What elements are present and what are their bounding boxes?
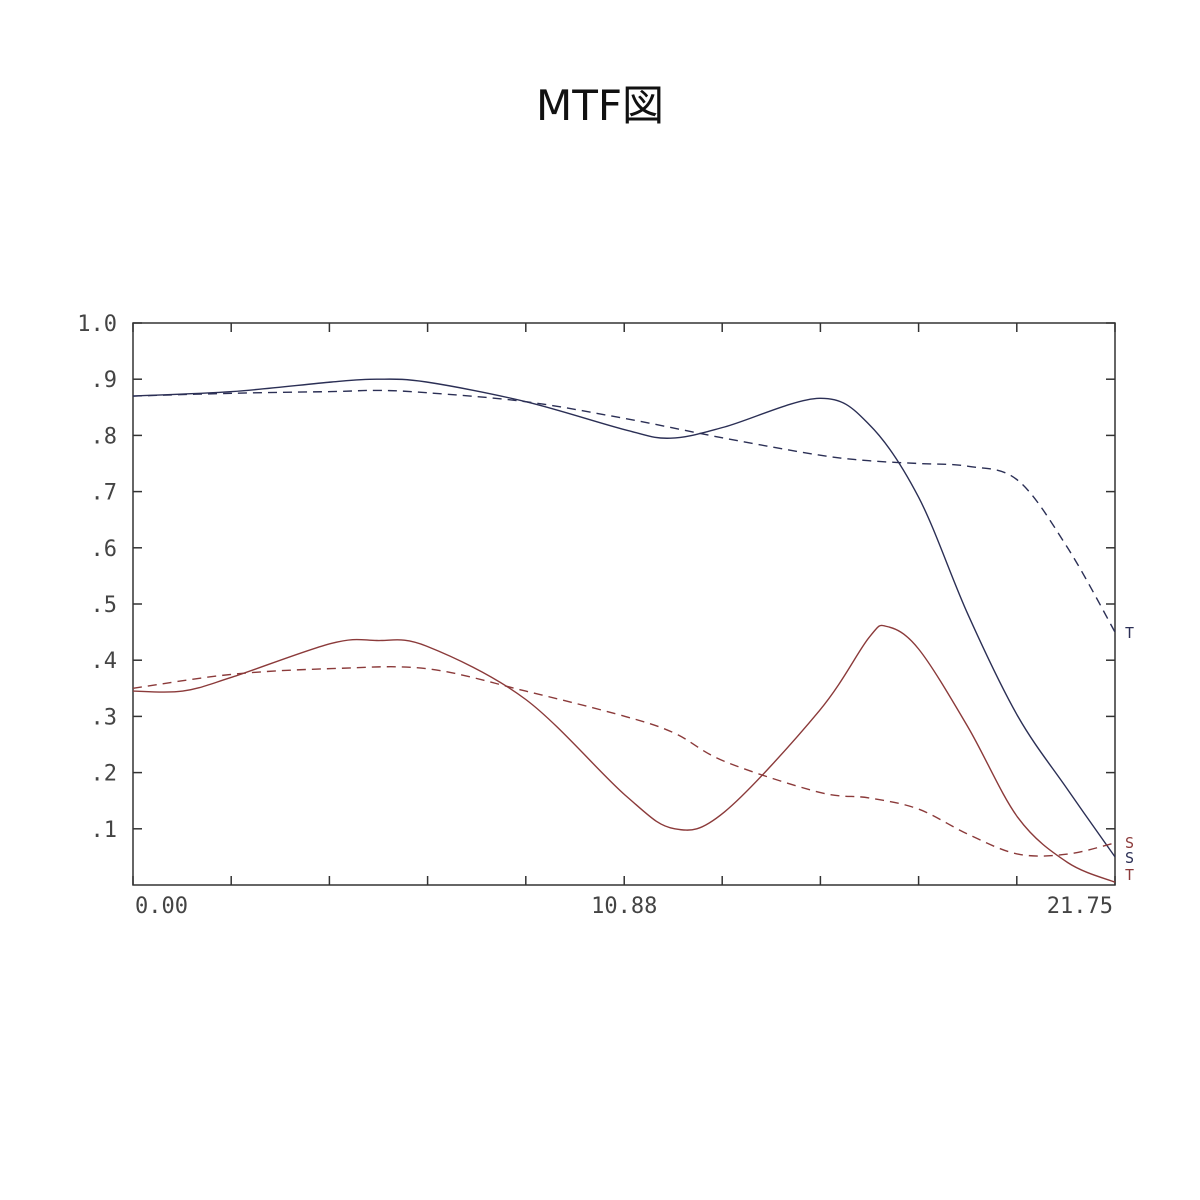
y-tick-label: .4 xyxy=(91,649,118,674)
y-tick-label: .8 xyxy=(91,424,118,449)
x-tick-label: 10.88 xyxy=(591,894,657,919)
series-end-label: S xyxy=(1125,834,1134,852)
y-tick-label: .1 xyxy=(91,818,118,843)
y-tick-label: .5 xyxy=(91,593,118,618)
series-0-solid-line xyxy=(132,378,1116,858)
y-tick-label: 1.0 xyxy=(77,312,117,337)
tick-labels: 1.0 .9 .8 .7 .6 .5 .4 .3 .2 .1 0.00 10.88 21.75 xyxy=(77,312,1113,919)
y-tick-label: .2 xyxy=(91,762,118,787)
axis-ticks xyxy=(132,322,1116,885)
y-tick-label: .6 xyxy=(91,537,118,562)
y-tick-label: .3 xyxy=(91,705,118,730)
y-tick-label: .7 xyxy=(91,481,118,506)
x-tick-label: 21.75 xyxy=(1047,894,1113,919)
series-2-solid-line xyxy=(132,624,1116,883)
series-3-dashed-line xyxy=(132,666,1116,857)
plot-frame xyxy=(132,322,1116,886)
series-group xyxy=(132,378,1116,883)
series-end-label: T xyxy=(1125,624,1134,642)
y-tick-label: .9 xyxy=(91,368,118,393)
x-tick-label: 0.00 xyxy=(135,894,188,919)
series-end-label: T xyxy=(1125,866,1134,884)
series-1-dashed-line xyxy=(132,389,1116,633)
series-end-label: S xyxy=(1125,849,1134,867)
chart-title: MTF図 xyxy=(535,81,665,130)
